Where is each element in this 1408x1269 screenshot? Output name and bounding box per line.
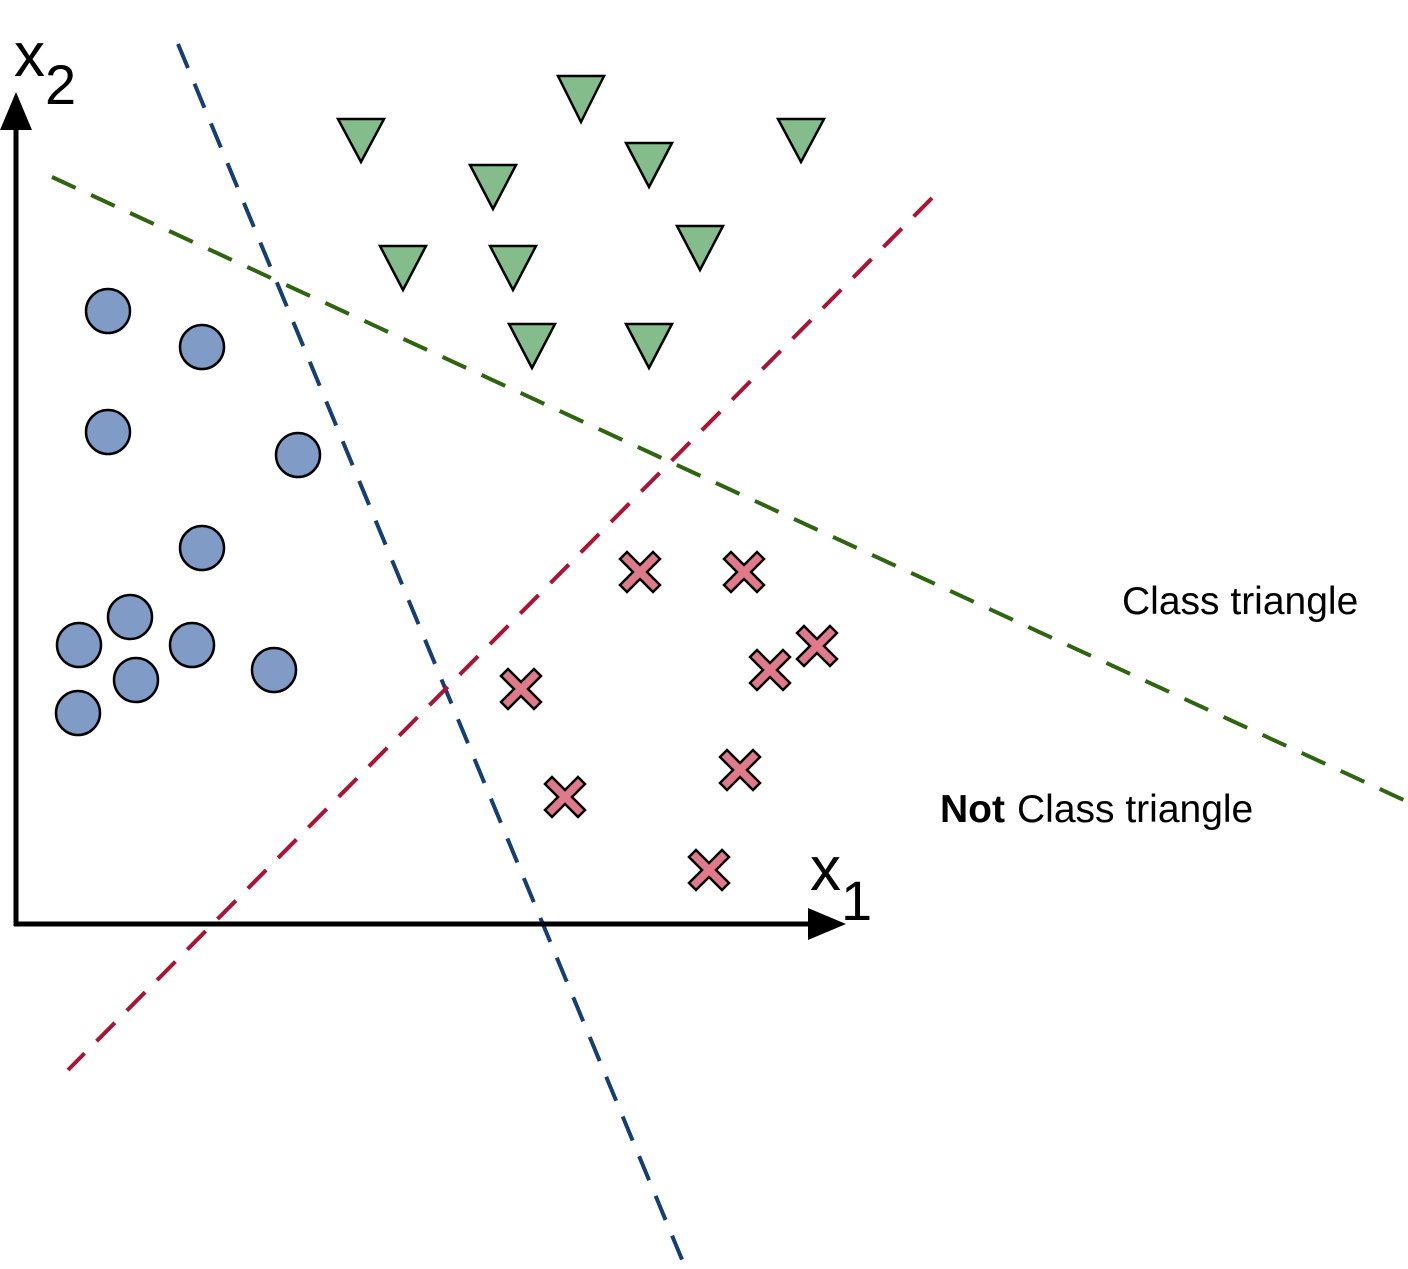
circle-point (250, 646, 298, 694)
cross-point (687, 848, 731, 892)
triangle-point (674, 224, 726, 273)
cross-point (499, 667, 543, 711)
x-axis-label: x1 (810, 835, 872, 932)
y-axis-label: x2 (14, 21, 76, 116)
blue-boundary-line (176, 43, 685, 1263)
triangle-point (487, 244, 539, 293)
triangle-point (467, 163, 519, 212)
y-axis-arrow (0, 92, 32, 130)
triangle-point (377, 244, 429, 293)
cross-point (722, 550, 766, 594)
cross-points (499, 550, 839, 892)
circle-points (54, 287, 322, 737)
circle-point (274, 431, 322, 479)
decision-boundaries (51, 43, 1408, 1263)
x-axis-arrow (808, 908, 846, 940)
not-class-triangle-label: Not Class triangle (940, 788, 1253, 831)
not-bold: Not (940, 788, 1005, 831)
red-boundary-line (66, 196, 934, 1072)
circle-point (84, 287, 132, 335)
circle-point (84, 408, 132, 456)
not-class-rest: Class triangle (1017, 788, 1253, 831)
y-axis-label-subscript: 2 (45, 53, 76, 116)
circle-point (54, 689, 102, 737)
triangle-point (506, 322, 558, 371)
circle-point (106, 593, 154, 641)
triangle-points (335, 74, 827, 371)
y-axis-label-base: x (14, 21, 45, 90)
x-axis-label-subscript: 1 (841, 869, 872, 932)
cross-point (748, 648, 792, 692)
cross-point (795, 624, 839, 668)
triangle-point (555, 74, 607, 125)
axes (0, 92, 846, 940)
triangle-point (623, 141, 675, 190)
cross-point (718, 748, 762, 792)
circle-point (178, 323, 226, 371)
cross-point (543, 775, 587, 819)
triangle-point (775, 117, 827, 165)
green-boundary-line (51, 175, 1408, 804)
triangle-point (623, 322, 675, 371)
cross-point (618, 550, 662, 594)
circle-point (112, 656, 160, 704)
circle-point (178, 524, 226, 572)
class-triangle-label: Class triangle (1122, 580, 1358, 623)
triangle-point (335, 117, 387, 165)
circle-point (55, 621, 103, 669)
x-axis-label-base: x (810, 835, 841, 904)
circle-point (168, 621, 216, 669)
